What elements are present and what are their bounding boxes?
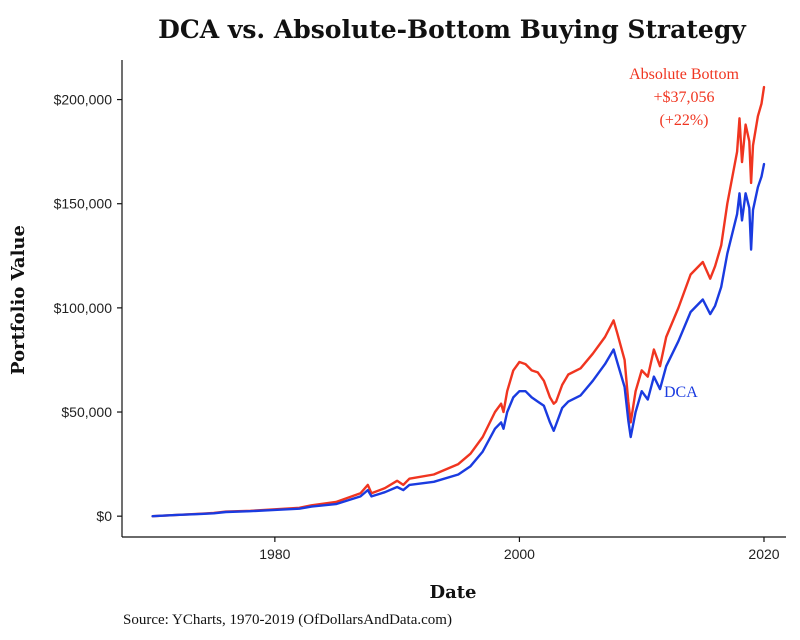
x-tick-label: 2000	[504, 546, 535, 562]
x-tick-label: 2020	[748, 546, 779, 562]
plot-area: $0 $50,000 $100,000 $150,000 $200,000 1980 20…	[54, 60, 786, 562]
absolute-bottom-gain-amount: +$37,056	[653, 89, 714, 106]
series-lines	[151, 85, 766, 518]
absolute-bottom-series-line	[151, 85, 766, 518]
x-axis-title: Date	[429, 582, 476, 603]
dca-series-line	[151, 162, 766, 518]
y-tick-label: $200,000	[54, 92, 113, 108]
y-tick-label: $150,000	[54, 196, 113, 212]
y-tick-label: $100,000	[54, 300, 113, 316]
x-tick-label: 1980	[259, 546, 290, 562]
absolute-bottom-gain-percent: (+22%)	[659, 112, 708, 129]
source-note: Source: YCharts, 1970-2019 (OfDollarsAnd…	[123, 612, 452, 628]
dca-label: DCA	[664, 384, 698, 401]
absolute-bottom-label-line1: Absolute Bottom	[629, 66, 739, 83]
y-axis-title: Portfolio Value	[8, 225, 29, 375]
chart-title: DCA vs. Absolute-Bottom Buying Strategy	[158, 15, 747, 44]
y-tick-label: $0	[96, 508, 112, 524]
y-tick-label: $50,000	[61, 404, 112, 420]
x-axis-ticks: 1980 2000 2020	[259, 537, 780, 562]
y-axis-ticks: $0 $50,000 $100,000 $150,000 $200,000	[54, 92, 122, 524]
